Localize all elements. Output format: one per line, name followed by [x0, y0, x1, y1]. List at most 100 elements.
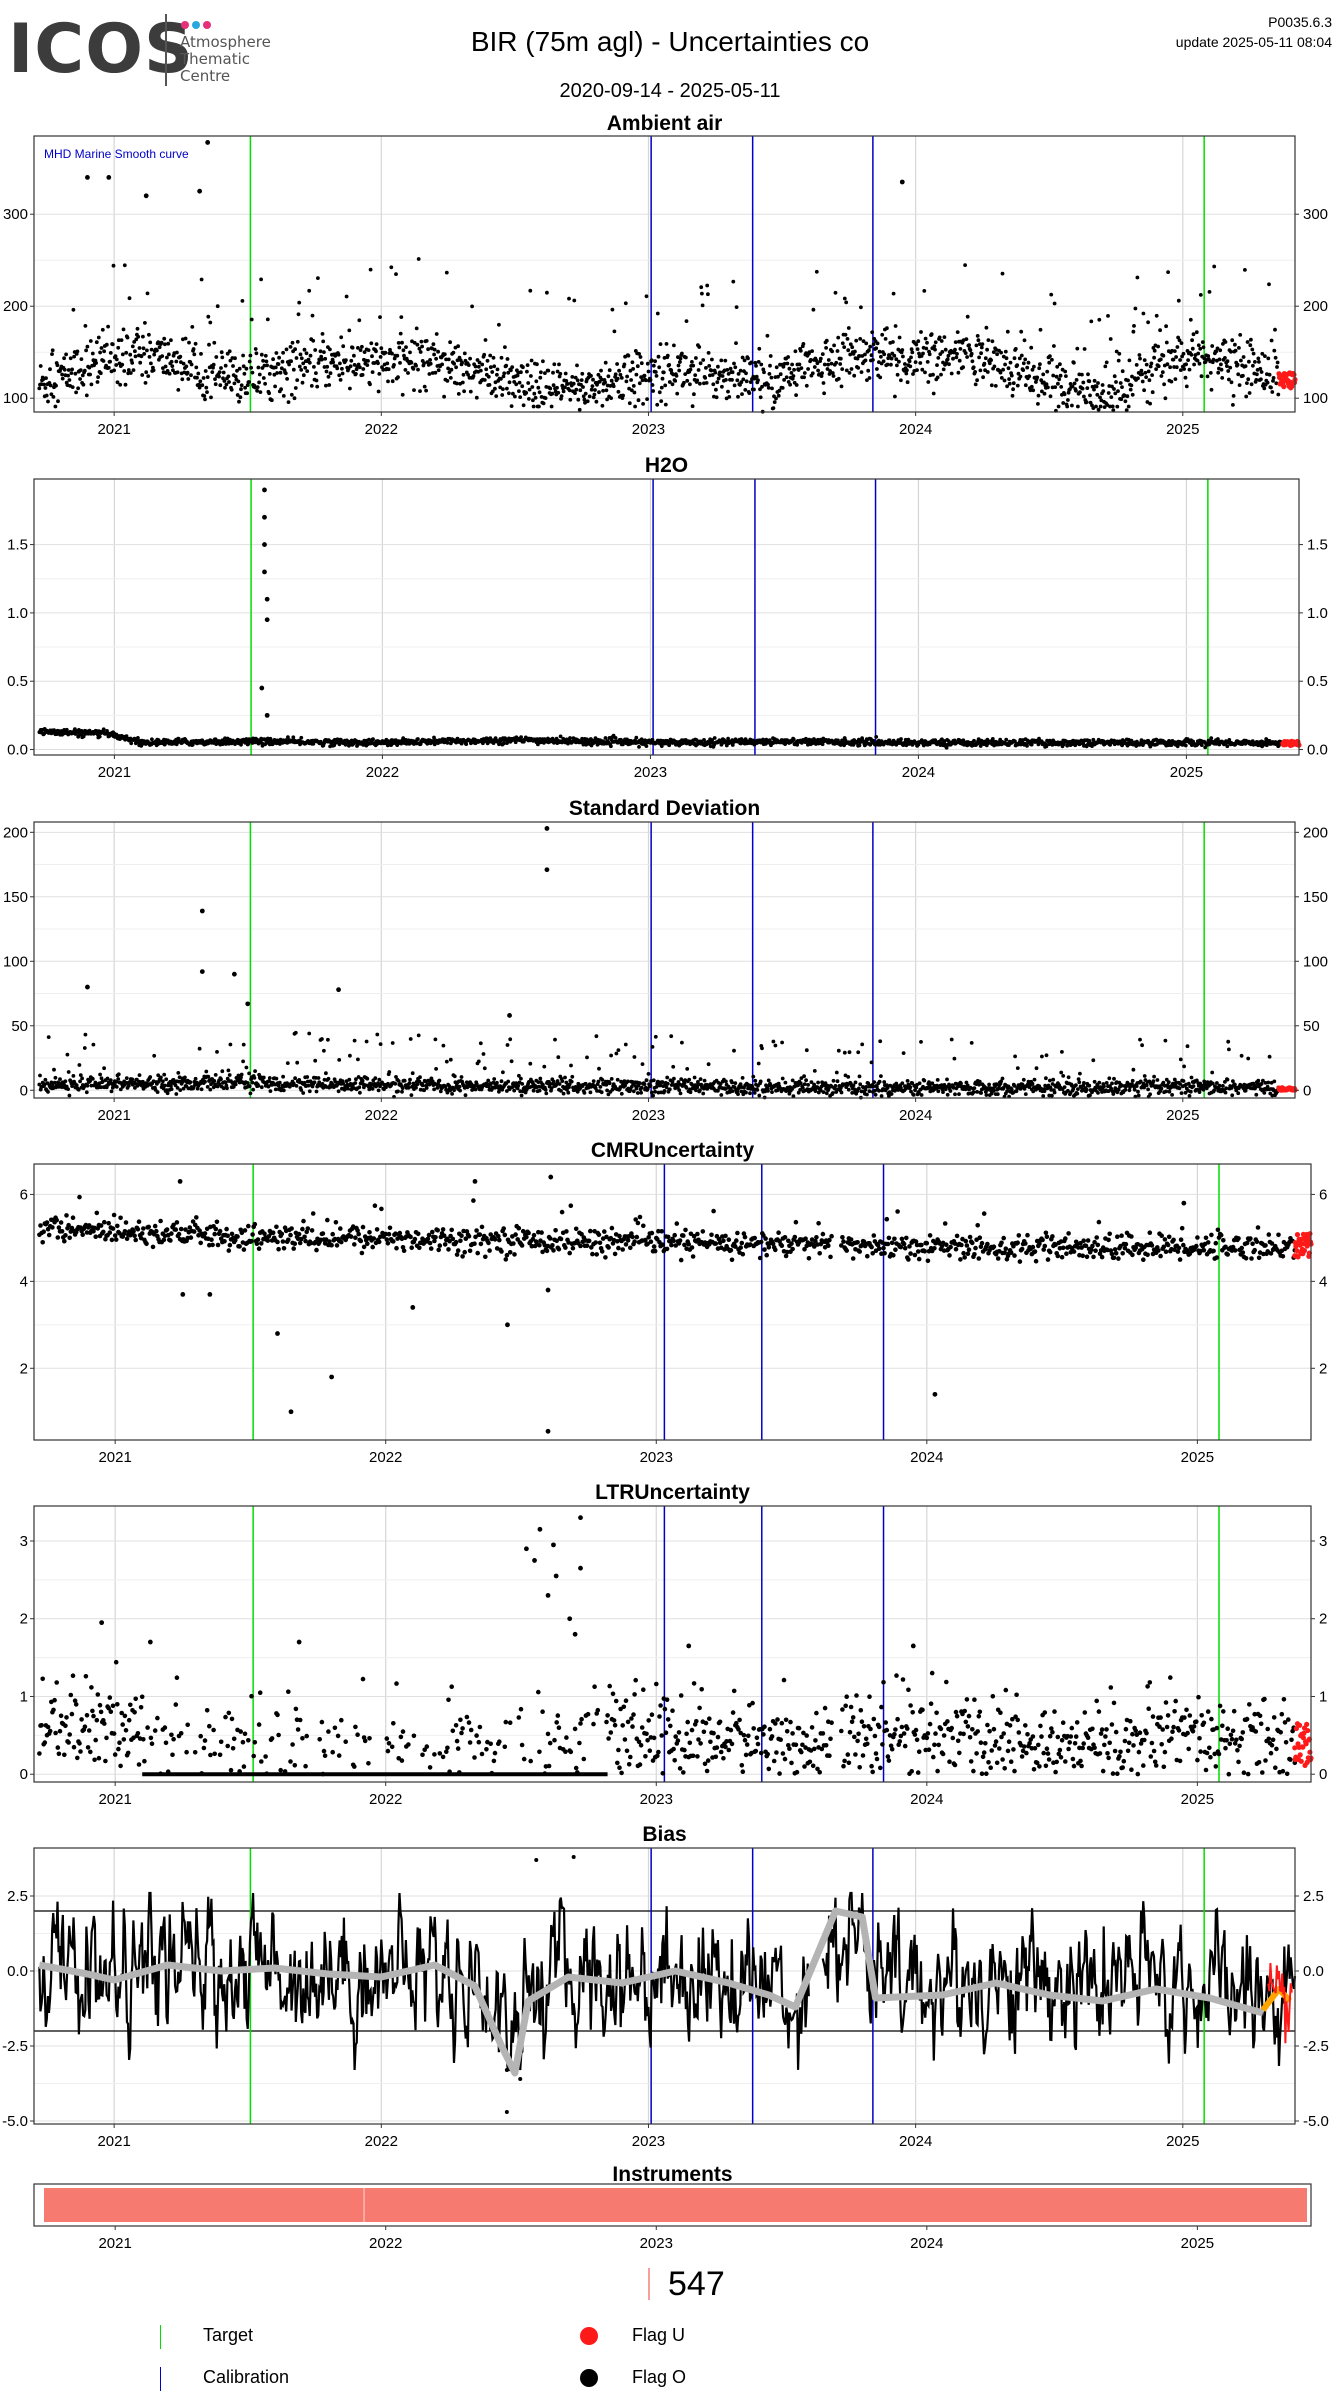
data-point: [852, 373, 857, 378]
data-point: [1245, 340, 1250, 344]
data-point: [365, 363, 370, 367]
x-tick-label: 2021: [98, 764, 131, 781]
data-point: [1143, 370, 1148, 375]
data-point: [1243, 364, 1248, 368]
data-point: [1161, 353, 1166, 358]
chart-title: Ambient air: [607, 112, 723, 135]
data-point: [829, 361, 834, 366]
data-point: [933, 347, 937, 352]
data-point: [157, 345, 162, 350]
data-point: [766, 382, 770, 387]
data-point: [1154, 313, 1159, 318]
data-point: [1026, 360, 1031, 365]
data-point: [827, 372, 832, 376]
data-point: [939, 372, 943, 377]
plot-frame: [33, 135, 1296, 413]
data-point: [760, 384, 764, 389]
data-point: [1133, 306, 1138, 311]
data-point: [311, 338, 316, 343]
data-point: [546, 368, 551, 373]
data-point: [1092, 378, 1097, 383]
data-point: [267, 1076, 272, 1080]
data-point: [354, 372, 358, 376]
data-point: [378, 315, 382, 319]
data-point: [82, 368, 87, 373]
data-point: [169, 1087, 174, 1091]
data-point: [1086, 372, 1090, 377]
data-point: [692, 1075, 697, 1080]
data-point: [1148, 401, 1152, 406]
data-point: [1226, 369, 1231, 373]
data-point: [564, 379, 569, 383]
data-point: [352, 363, 357, 367]
data-point: [357, 1085, 362, 1090]
data-point: [456, 392, 461, 396]
data-point: [51, 395, 56, 399]
data-point: [585, 1055, 589, 1060]
data-point: [1100, 383, 1105, 387]
data-point: [1269, 338, 1274, 343]
data-point: [291, 735, 296, 740]
data-point: [999, 376, 1004, 380]
data-point: [653, 370, 658, 374]
page-title: BIR (75m agl) - Uncertainties co: [470, 26, 870, 57]
data-point: [128, 352, 133, 357]
data-point: [1051, 373, 1056, 378]
data-point: [963, 351, 968, 355]
data-point: [814, 358, 818, 363]
data-point: [794, 383, 799, 387]
data-point: [1038, 327, 1043, 332]
data-point: [1189, 352, 1194, 357]
data-point: [114, 363, 119, 367]
data-point: [787, 366, 792, 371]
data-point: [955, 352, 959, 356]
data-point: [798, 348, 803, 353]
data-point: [281, 350, 285, 355]
data-point: [1183, 375, 1188, 380]
logo-dot: [181, 21, 189, 29]
data-point: [648, 378, 653, 382]
data-point: [314, 1089, 319, 1094]
data-point: [801, 342, 806, 346]
data-point: [520, 1082, 525, 1086]
data-point: [615, 1077, 620, 1082]
data-series: [37, 487, 1285, 750]
data-point: [370, 1086, 375, 1091]
data-point: [1271, 379, 1275, 383]
data-point: [356, 1057, 360, 1062]
data-point: [1152, 348, 1157, 353]
data-point: [285, 1061, 290, 1065]
data-point: [863, 358, 868, 363]
data-point: [379, 346, 384, 351]
data-point: [204, 385, 209, 390]
data-point: [320, 357, 324, 362]
data-point: [396, 375, 400, 379]
data-point: [935, 363, 939, 367]
data-point: [1123, 399, 1128, 404]
data-point: [810, 371, 815, 376]
data-point: [1248, 343, 1253, 348]
data-point: [733, 365, 738, 370]
data-point: [295, 1060, 300, 1065]
data-point: [569, 1079, 574, 1084]
data-point: [1259, 370, 1264, 374]
data-point: [965, 355, 969, 359]
data-point: [357, 318, 362, 323]
data-point: [635, 1091, 640, 1095]
data-point: [309, 384, 314, 388]
data-point: [322, 365, 327, 369]
data-point: [865, 378, 869, 382]
data-point: [625, 374, 629, 379]
data-point: [519, 735, 523, 740]
data-point: [955, 330, 960, 334]
data-point: [180, 377, 185, 382]
data-point: [568, 736, 572, 740]
data-point: [1273, 355, 1278, 360]
data-point: [48, 383, 53, 388]
data-point: [114, 1085, 119, 1089]
data-point: [744, 371, 748, 376]
data-point: [106, 175, 112, 180]
data-point: [942, 335, 947, 339]
data-point: [802, 371, 807, 375]
